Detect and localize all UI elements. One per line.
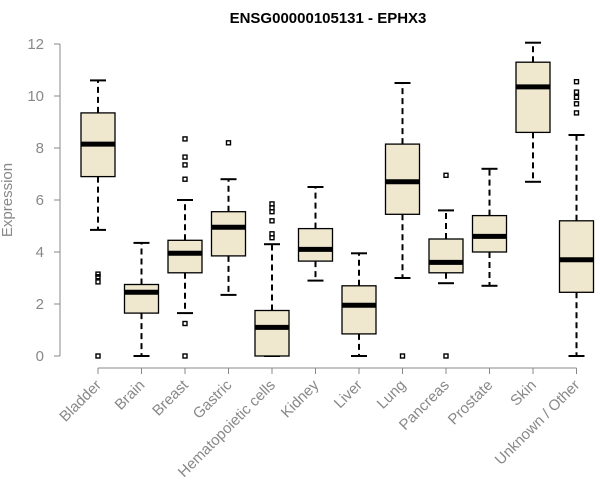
outlier-point [269,218,275,224]
box-group [167,136,203,359]
outlier-point [443,172,449,179]
x-tick-label: Brain [112,377,149,414]
box-group [384,82,421,359]
box-iqr [471,214,508,253]
y-axis: 0 2 4 6 8 10 12 [27,36,61,365]
outlier-point [269,234,275,241]
outlier-point [182,154,188,160]
x-tick-label: Lung [374,377,410,413]
y-tick-label: 0 [36,348,44,365]
outlier-point [182,162,188,168]
outlier-point [95,274,101,280]
box-group [80,79,116,359]
y-tick-label: 2 [36,296,44,313]
outlier-point [182,136,188,142]
box-iqr [515,61,551,134]
outlier-point [225,140,232,146]
box-group [428,172,464,359]
y-tick-label: 6 [36,192,44,209]
box-iqr [210,211,247,257]
x-tick-label: Liver [331,377,366,412]
box-group [254,201,290,357]
x-tick-label: Skin [507,377,540,410]
outlier-point [95,353,101,359]
chart-title: ENSG00000105131 - EPHX3 [230,10,427,27]
box-group [515,41,551,183]
outlier-point [182,320,188,327]
box-group [471,167,508,287]
box-group [341,252,377,357]
outlier-point [182,176,188,182]
outlier-point [182,353,188,359]
box-group [558,78,595,357]
y-tick-label: 10 [27,88,44,105]
box-group [210,140,247,296]
outlier-point [573,89,580,95]
outlier-point [443,353,449,359]
x-tick-label: Kidney [278,376,323,421]
y-axis-label: Expression [0,163,16,237]
box-iqr [384,143,421,215]
outlier-point [573,94,580,101]
x-tick-label: Breast [149,376,192,419]
box-iqr [254,309,290,357]
box-group [123,241,160,357]
outlier-point [573,78,580,85]
box-iqr [341,285,377,335]
outlier-point [399,353,406,359]
box-group [297,186,334,282]
x-tick-label: Bladder [56,377,105,426]
box-iqr [428,238,464,274]
x-tick-label: Prostate [445,377,497,429]
box-iqr [167,239,203,274]
outlier-point [573,101,580,107]
y-tick-label: 8 [36,140,44,157]
outlier-point [269,208,275,215]
box-iqr [297,227,334,262]
y-tick-label: 12 [27,36,44,53]
outlier-point [573,110,580,116]
y-tick-label: 4 [36,244,44,261]
boxes [80,41,595,359]
outlier-point [95,279,101,285]
box-iqr [558,220,595,293]
box-iqr [123,283,160,314]
